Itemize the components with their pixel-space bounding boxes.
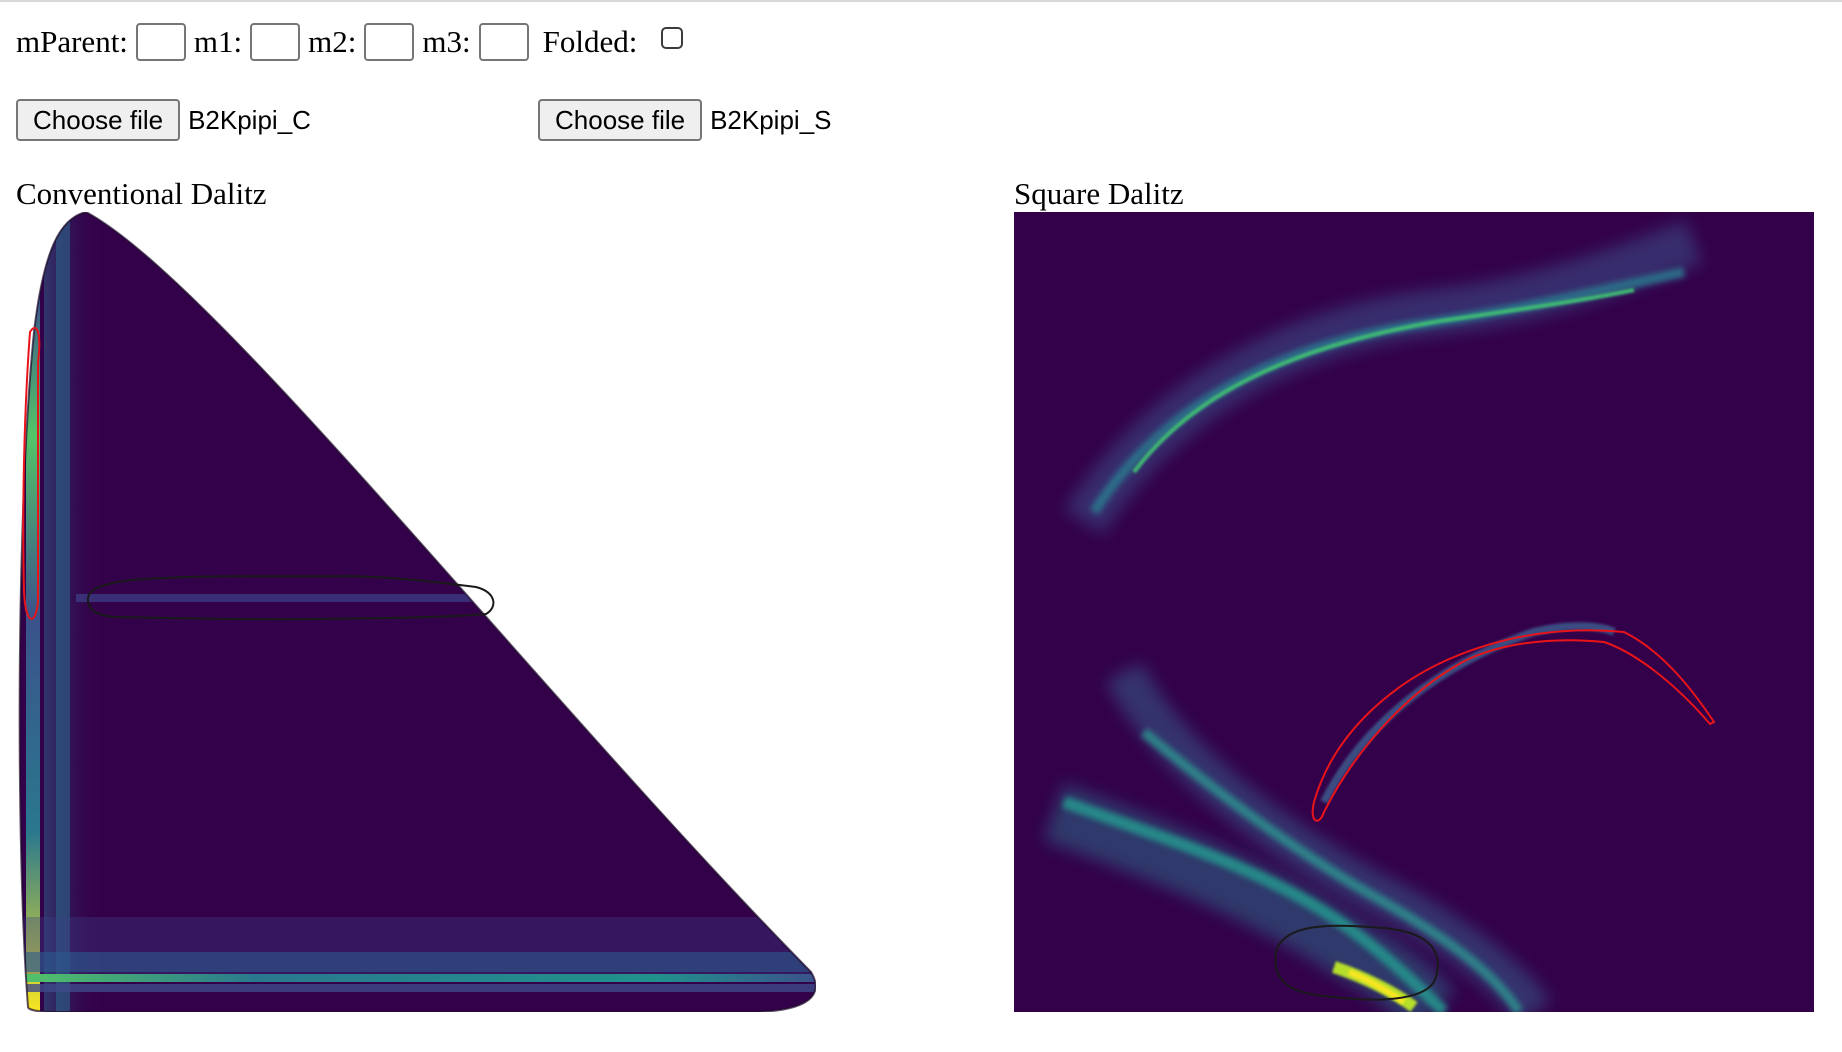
m1-input[interactable] (250, 23, 301, 61)
folded-label: Folded: (542, 24, 638, 59)
mparent-input[interactable] (135, 23, 186, 61)
choose-file-square-button[interactable]: Choose file (538, 99, 703, 141)
conventional-file-picker: Choose file B2Kpipi_C (16, 99, 311, 141)
square-file-name: B2Kpipi_S (710, 104, 832, 135)
square-file-picker: Choose file B2Kpipi_S (538, 99, 832, 141)
m2-label: m2: (308, 24, 357, 59)
mparent-label: mParent: (16, 24, 128, 59)
conventional-dalitz-title: Conventional Dalitz (16, 176, 267, 211)
mass-input-row: mParent: m1: m2: m3: Folded: (16, 20, 684, 64)
black-selection-region (1274, 924, 1439, 1001)
top-divider (0, 0, 1842, 2)
conventional-dalitz-plot[interactable] (16, 212, 816, 1012)
m3-input[interactable] (478, 23, 529, 61)
red-selection-region (22, 326, 41, 620)
m1-label: m1: (193, 24, 243, 59)
square-dalitz-title: Square Dalitz (1014, 176, 1184, 211)
conventional-heatmap (19, 212, 816, 1012)
folded-checkbox[interactable] (661, 27, 684, 49)
red-selection-region (1311, 629, 1716, 822)
choose-file-conventional-button[interactable]: Choose file (16, 99, 181, 141)
m3-label: m3: (422, 24, 471, 59)
m2-input[interactable] (364, 23, 415, 61)
black-selection-region (87, 574, 495, 621)
square-dalitz-plot[interactable] (1014, 212, 1814, 1012)
conventional-file-name: B2Kpipi_C (188, 104, 311, 135)
square-heatmap (1014, 212, 1814, 1012)
